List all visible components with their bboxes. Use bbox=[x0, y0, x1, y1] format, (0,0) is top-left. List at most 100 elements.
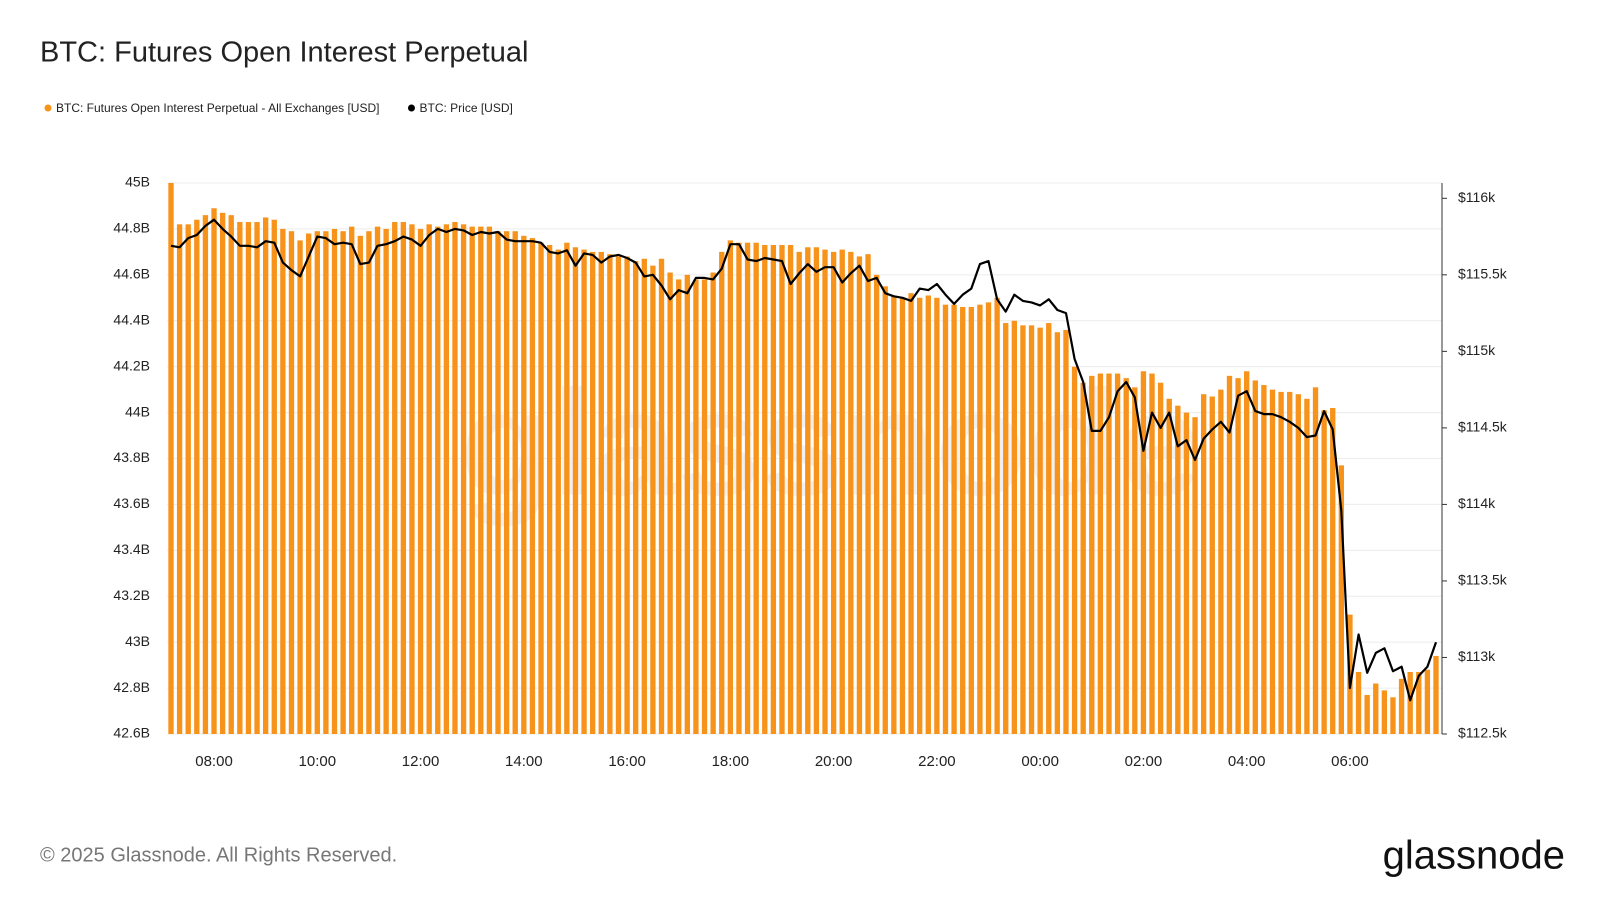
bar bbox=[934, 297, 940, 734]
bar bbox=[409, 224, 415, 734]
bar bbox=[1046, 323, 1052, 734]
bar bbox=[245, 222, 252, 734]
x-tick-label: 00:00 bbox=[1021, 753, 1059, 770]
bar bbox=[288, 231, 295, 734]
bar bbox=[349, 226, 355, 734]
x-tick-label: 04:00 bbox=[1228, 753, 1266, 770]
legend-swatch bbox=[44, 104, 52, 112]
bar bbox=[762, 244, 768, 735]
bar bbox=[1028, 325, 1035, 734]
bar bbox=[779, 244, 785, 735]
bar bbox=[951, 304, 957, 734]
bar bbox=[400, 222, 407, 734]
bar bbox=[512, 231, 518, 734]
bar bbox=[460, 224, 467, 734]
bar bbox=[366, 231, 372, 734]
bar bbox=[219, 212, 226, 735]
bar bbox=[564, 242, 570, 735]
bar bbox=[839, 249, 845, 734]
bar bbox=[262, 217, 269, 734]
bar bbox=[555, 249, 561, 734]
bar bbox=[1132, 387, 1138, 734]
bar bbox=[228, 215, 234, 734]
bar bbox=[589, 251, 596, 734]
bar bbox=[417, 228, 424, 734]
bar bbox=[280, 228, 286, 734]
bar bbox=[925, 295, 931, 734]
x-tick-label: 06:00 bbox=[1331, 753, 1369, 770]
bar bbox=[1312, 387, 1319, 734]
bar bbox=[1330, 407, 1336, 734]
bar bbox=[744, 242, 751, 735]
bar bbox=[1011, 320, 1018, 734]
bar bbox=[1304, 398, 1310, 734]
bar bbox=[1381, 690, 1388, 734]
bar bbox=[891, 295, 897, 734]
bar bbox=[383, 228, 389, 734]
bar bbox=[1373, 683, 1379, 734]
bar bbox=[1252, 380, 1258, 734]
x-tick-label: 14:00 bbox=[505, 753, 543, 770]
bar bbox=[503, 231, 510, 734]
y2-tick-label: $114.5k bbox=[1458, 419, 1508, 435]
bar bbox=[1166, 398, 1172, 734]
bar bbox=[1003, 323, 1009, 734]
bar bbox=[701, 279, 708, 734]
bar bbox=[1037, 327, 1043, 734]
bar bbox=[1149, 373, 1155, 734]
bar bbox=[1080, 382, 1086, 734]
bar bbox=[176, 224, 183, 734]
bar bbox=[1097, 373, 1104, 734]
y-tick-label: 44.8B bbox=[113, 220, 150, 236]
bar bbox=[822, 249, 828, 734]
bar bbox=[1054, 332, 1061, 734]
y-tick-label: 43.6B bbox=[113, 495, 150, 511]
bar bbox=[684, 274, 690, 734]
bar bbox=[546, 244, 553, 735]
x-tick-label: 08:00 bbox=[195, 753, 233, 770]
footer: © 2025 Glassnode. All Rights Reserved. bbox=[40, 844, 397, 866]
bar bbox=[478, 226, 484, 734]
bar bbox=[1424, 669, 1431, 734]
bar bbox=[917, 297, 923, 734]
bar bbox=[633, 261, 639, 734]
x-tick-label: 12:00 bbox=[402, 753, 440, 770]
y-tick-label: 45B bbox=[125, 174, 150, 190]
bar bbox=[641, 258, 647, 734]
bar bbox=[1114, 373, 1121, 734]
bar bbox=[1140, 371, 1147, 734]
bar bbox=[1089, 375, 1095, 734]
bar bbox=[899, 297, 906, 734]
bar bbox=[211, 208, 217, 735]
bar bbox=[607, 254, 613, 734]
bar bbox=[357, 235, 363, 734]
y-tick-label: 44B bbox=[125, 403, 150, 419]
bar bbox=[1244, 371, 1250, 734]
bar bbox=[323, 231, 329, 734]
bar bbox=[194, 219, 200, 734]
bar bbox=[435, 226, 441, 734]
bar bbox=[908, 293, 914, 734]
bar bbox=[787, 244, 794, 735]
chart-title: BTC: Futures Open Interest Perpetual bbox=[40, 37, 528, 69]
bar bbox=[1398, 678, 1405, 734]
bar bbox=[1209, 396, 1215, 734]
bar bbox=[529, 238, 536, 734]
bar bbox=[168, 183, 174, 734]
y-tick-label: 44.6B bbox=[113, 266, 150, 282]
bar bbox=[873, 274, 880, 734]
bar bbox=[770, 244, 777, 735]
bar bbox=[495, 231, 501, 734]
x-tick-label: 18:00 bbox=[712, 753, 750, 770]
bar bbox=[486, 226, 493, 734]
bar bbox=[676, 279, 682, 734]
y-tick-label: 43.2B bbox=[113, 587, 150, 603]
bar bbox=[297, 240, 303, 735]
bar bbox=[306, 233, 312, 734]
bar bbox=[1287, 391, 1293, 734]
bar bbox=[1123, 378, 1129, 734]
bar bbox=[650, 265, 656, 734]
bar bbox=[985, 302, 992, 734]
bar bbox=[658, 258, 665, 734]
x-tick-label: 02:00 bbox=[1125, 753, 1163, 770]
